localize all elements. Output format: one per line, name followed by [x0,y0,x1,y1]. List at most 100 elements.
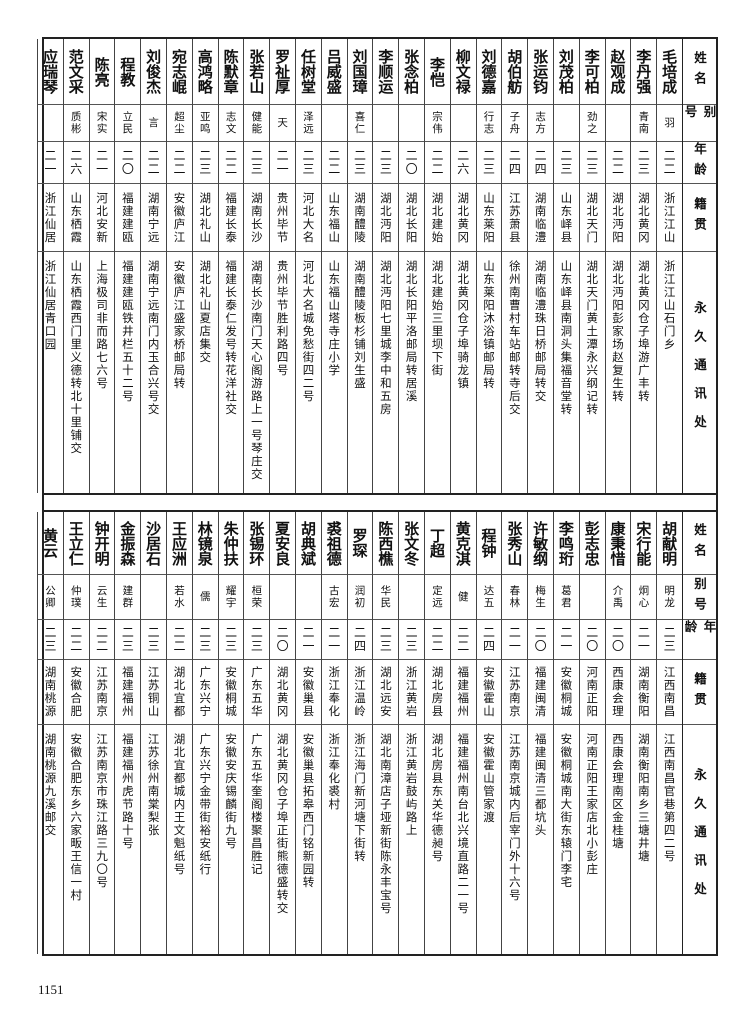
person-age: 二一 [631,620,657,660]
person-alias: 建群 [115,575,141,620]
person-address: 湖南长沙南门天心阁游路上一号琴庄交 [249,260,264,481]
person-name: 王应洲 [167,512,192,575]
person-age: 二三 [115,620,141,660]
person-native: 湖南宁远 [141,184,167,252]
person-alias: 羽 [657,105,682,142]
person-address: 湖北天门黄土潭永兴纲记转 [585,260,600,416]
person-address: 山东福山塔寺庄小学 [327,260,342,377]
header-address: 永久通讯处 [692,301,707,444]
person-address: 福建建瓯铁井栏五十二号 [120,260,135,403]
person-age: 二三 [192,620,218,660]
person-name: 刘茂柏 [554,39,579,105]
person-age: 二〇 [528,620,554,660]
person-name: 胡伯舫 [502,39,528,105]
person-age: 二四 [502,142,528,184]
person-name: 张秀山 [502,512,528,575]
person-age: 二二 [167,620,192,660]
person-alias [605,105,631,142]
person-alias: 仲璞 [63,575,89,620]
person-column: 彭志忠 二〇 河南正阳 河南正阳王家店北小彭庄 [578,512,605,954]
person-age: 二〇 [115,142,141,184]
person-address: 江苏南京市珠江路三九〇号 [95,733,110,889]
person-alias: 劲之 [579,105,605,142]
person-name: 李丹强 [631,39,657,105]
person-alias [296,575,321,620]
person-name: 王立仁 [63,512,89,575]
person-native: 安徽桐城 [218,660,244,725]
person-name: 黄云 [38,512,63,575]
person-age: 二三 [192,142,218,184]
person-address: 湖北黄冈仓子埠正街熊德盛转交 [275,733,290,915]
person-age: 二一 [502,620,528,660]
person-alias: 行志 [476,105,502,142]
person-name: 金振森 [115,512,141,575]
person-name: 钟开明 [89,512,115,575]
person-alias: 桓荣 [244,575,270,620]
person-age: 二一 [296,620,321,660]
person-native: 湖南醴陵 [347,184,373,252]
person-native: 湖北建始 [425,184,450,252]
person-age: 二三 [244,620,270,660]
person-age: 二二 [450,620,476,660]
person-address: 福建长泰仁发号转花洋社交 [224,260,239,416]
person-address: 江西南昌官巷第四二号 [662,733,677,863]
person-address: 湖南宁远南门内玉合兴号交 [146,260,161,416]
person-column: 张锡环 桓荣 二三 广东五华 广东五华奎阁楼聚昌胜记 [243,512,270,954]
person-native: 湖北黄冈 [450,184,476,252]
person-alias: 超尘 [167,105,192,142]
person-column: 赵观成 二二 湖北沔阳 湖北沔阳彭家场赵复生转 [604,39,631,493]
header-age: 年龄 [683,142,716,184]
person-age: 二三 [399,620,425,660]
person-address: 浙江海门新河塘下街转 [353,733,368,863]
person-address: 贵州毕节胜利路四号 [275,260,290,377]
person-alias: 梅生 [528,575,554,620]
person-age: 二三 [373,142,399,184]
person-alias: 泽远 [296,105,321,142]
header-alias: 别号 [683,105,716,142]
person-native: 河北安新 [89,184,115,252]
person-native: 西康会理 [605,660,631,725]
person-alias [554,105,579,142]
person-native: 山东福山 [321,184,347,252]
header-native: 籍贯 [683,184,716,252]
header-column: 姓名 别号 年龄 籍贯 永久通讯处 [682,39,716,493]
header-column: 姓名 别号 年龄 籍贯 永久通讯处 [682,512,716,954]
person-age: 二四 [347,620,373,660]
person-column: 张秀山 春林 二一 江苏南京 江苏南京城内后宰门外十六号 [501,512,528,954]
person-column: 张文冬 二三 浙江黄岩 浙江黄岩鼓屿路上 [398,512,425,954]
person-name: 任树堂 [296,39,321,105]
person-alias: 春林 [502,575,528,620]
roster-table-top: 姓名 别号 年龄 籍贯 永久通讯处 毛培成羽二二 浙江江山 浙江江山石门乡 李丹强 青南 二三 湖北黄… [37,37,718,495]
person-address: 徐州南曹村车站邮转寺后交 [507,260,522,416]
person-name: 刘德嘉 [476,39,502,105]
person-name: 林镜泉 [192,512,218,575]
person-alias: 志文 [218,105,244,142]
person-address: 浙江黄岩鼓屿路上 [404,733,419,837]
person-column: 朱仲扶 耀宇 二三 安徽桐城 安徽安庆锡麟街九号 [217,512,244,954]
person-column: 任树堂 泽远 二三 河北大名 河北大名城免愁街四二号 [295,39,321,493]
person-age: 二一 [554,620,579,660]
person-column: 刘俊杰言二二 湖南宁远 湖南宁远南门内玉合兴号交 [140,39,167,493]
person-column: 刘茂柏 二三 山东峄县 山东峄县南洞头集福音堂转 [553,39,579,493]
person-alias: 儒 [192,575,218,620]
person-native: 广东五华 [244,660,270,725]
person-age: 二三 [579,142,605,184]
person-age: 二三 [296,142,321,184]
person-address: 湖南衡阳南乡三塘井塘 [636,733,651,863]
person-native: 山东峄县 [554,184,579,252]
person-alias: 健能 [244,105,270,142]
person-address: 福建闽清三都坑头 [533,733,548,837]
person-name: 张念柏 [399,39,425,105]
person-native: 湖北房县 [425,660,450,725]
person-native: 浙江江山 [657,184,682,252]
person-alias [270,575,296,620]
person-age: 二三 [347,142,373,184]
person-column: 王立仁 仲璞 二二 安徽合肥 安徽合肥东乡六家畈王信一村 [62,512,89,954]
person-column: 高鸿略 亚鸣 二三 湖北礼山 湖北礼山夏店集交 [191,39,218,493]
person-age: 二一 [89,142,115,184]
person-alias: 达五 [476,575,502,620]
person-native: 湖北远安 [373,660,399,725]
person-name: 高鸿略 [192,39,218,105]
person-native: 湖北黄冈 [270,660,296,725]
person-column: 黄云 公卿 二三 湖南桃源 湖南桃源九溪邮交 [37,512,63,954]
